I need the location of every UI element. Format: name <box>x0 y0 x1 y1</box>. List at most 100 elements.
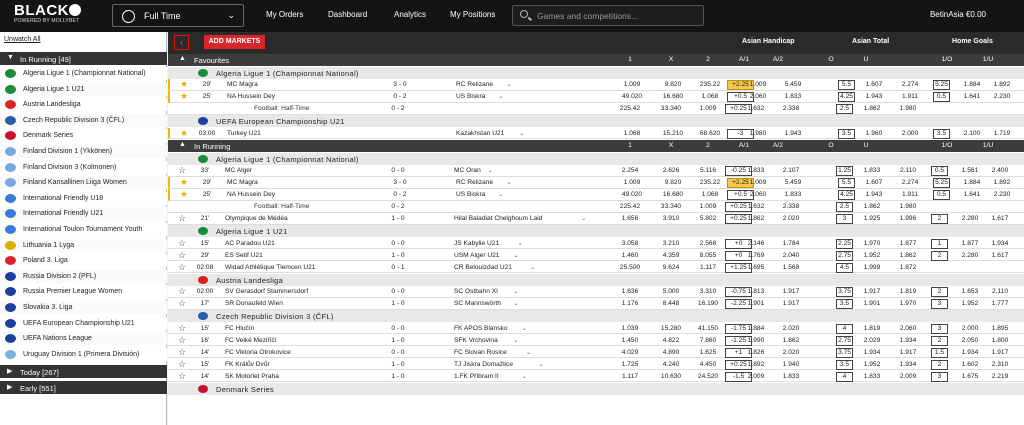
sidebar-item-league[interactable]: Algeria Ligue 1 (Championnat National) <box>0 67 167 81</box>
odds-under[interactable]: 1.934 <box>899 336 917 344</box>
odds-over[interactable]: 1.960 <box>865 129 883 137</box>
odds-home-under[interactable]: 1.892 <box>993 179 1011 186</box>
match-row[interactable]: ☆ 02:00 SV Gerasdorf Stammersdorf 0 - 0 SC O… <box>168 286 1024 298</box>
odds-home-under[interactable]: 1.719 <box>993 129 1011 137</box>
odds-ah-1[interactable]: 1.009 <box>749 81 767 88</box>
odds-2[interactable]: 68.620 <box>699 129 721 137</box>
odds-over[interactable]: 1.607 <box>865 81 883 88</box>
odds-1[interactable]: 4.029 <box>621 348 639 356</box>
odds-ah-2[interactable]: 2.020 <box>782 324 800 332</box>
odds-ah-2[interactable]: 1.917 <box>782 300 800 307</box>
odds-ah-2[interactable]: 2.020 <box>782 215 800 222</box>
match-row[interactable]: ☆ 15' AC Paradou U21 0 - 0 JS Kabylie U21 ⌄ 3.… <box>168 237 1024 250</box>
chevron-down-icon[interactable]: ⌄ <box>498 94 504 100</box>
odds-x[interactable]: 4.359 <box>662 251 680 259</box>
odds-2[interactable]: 1.625 <box>699 348 717 356</box>
odds-1[interactable]: 25.500 <box>619 263 641 271</box>
chevron-down-icon[interactable]: ⌄ <box>519 130 525 137</box>
odds-x[interactable]: 16.680 <box>662 93 684 100</box>
odds-x[interactable]: 2.626 <box>662 167 680 174</box>
match-row[interactable]: ☆ 14' FC Viktoria Otrokovice 0 - 0 FC Slovan… <box>168 346 1024 359</box>
odds-x[interactable]: 33.340 <box>660 203 682 210</box>
match-row[interactable]: ☆ 16' FC Velké Meziříčí 1 - 0 SFK Vrchovina ⌄… <box>168 334 1024 347</box>
odds-home-under[interactable]: 2.230 <box>993 191 1011 198</box>
sidebar-item-league[interactable]: Finland Division 1 (Ykkönen) <box>0 145 167 159</box>
sidebar-item-league[interactable]: Finland Kansallinen Liiga Women <box>0 176 167 190</box>
odds-ah-1[interactable]: 1.833 <box>747 167 765 174</box>
odds-over[interactable]: 1.952 <box>863 360 881 368</box>
odds-over[interactable]: 1.862 <box>863 105 881 112</box>
brand-logo[interactable]: BLACK POWERED BY MOLLYBET <box>14 3 86 25</box>
match-row[interactable]: ☆ 15' FK Králův Dvůr 1 - 0 TJ Jiskra Domažli… <box>168 358 1024 371</box>
odds-ah-2[interactable]: 1.917 <box>782 288 800 295</box>
match-row[interactable]: ☆ 17' SR Donaufeld Wien 1 - 0 SC Mannswörth ⌄… <box>168 298 1024 310</box>
star-outline-icon[interactable]: ☆ <box>178 286 187 296</box>
odds-home-over[interactable]: 1.602 <box>961 360 979 368</box>
chevron-down-icon[interactable]: ⌄ <box>517 240 523 247</box>
odds-ah-2[interactable]: 1.940 <box>782 360 800 368</box>
match-row[interactable]: ★ 29' MC Magra 3 - 0 RC Relizane ⌄ 1.009 9.820 2… <box>168 79 1024 91</box>
odds-2[interactable]: 235.22 <box>699 81 721 88</box>
odds-x[interactable]: 3.910 <box>662 215 680 222</box>
match-row[interactable]: Football: Half-Time 0 - 2 225.42 33.340 1.00… <box>168 201 1024 213</box>
odds-2[interactable]: 7.860 <box>699 336 717 344</box>
odds-home-under[interactable]: 2.310 <box>991 360 1009 368</box>
star-outline-icon[interactable]: ☆ <box>178 346 187 357</box>
account-balance[interactable]: BetinAsia €0.00 <box>929 10 986 19</box>
match-row[interactable]: ★ 03:00 Turkey U21 Kazakhstan U21 ⌄ 1.068 15.2… <box>168 127 1024 140</box>
match-row[interactable]: ☆ 33' MC Alger 0 - 0 MC Oran ⌄ 2.254 2.626 5.116… <box>168 165 1024 177</box>
sidebar-section-early[interactable]: ▶ Early [551] <box>0 381 167 394</box>
odds-over[interactable]: 1.917 <box>863 288 881 295</box>
star-filled-icon[interactable]: ★ <box>180 79 189 89</box>
sidebar-item-league[interactable]: Czech Republic Division 3 (ČFL) <box>0 113 167 128</box>
odds-1[interactable]: 1.176 <box>621 300 639 307</box>
chevron-down-icon[interactable]: ⌄ <box>513 301 519 307</box>
odds-under[interactable]: 1.872 <box>899 263 917 271</box>
sidebar-item-league[interactable]: Poland 3. Liga <box>0 254 167 268</box>
odds-home-under[interactable]: 2.230 <box>993 93 1011 100</box>
section-header-in-running[interactable]: ▲ In Running 1 X 2 A/1 A/2 O U 1/O 1/U <box>168 140 1024 152</box>
nav-analytics[interactable]: Analytics <box>394 10 427 19</box>
odds-ah-2[interactable]: 1.833 <box>782 372 800 380</box>
sidebar-item-league[interactable]: UEFA Nations League <box>0 332 167 346</box>
odds-home-over[interactable]: 1.561 <box>961 167 979 174</box>
odds-1[interactable]: 1.725 <box>621 360 639 368</box>
odds-under[interactable]: 1.996 <box>899 215 917 222</box>
odds-home-over[interactable]: 1.641 <box>963 93 981 100</box>
chevron-down-icon[interactable]: ⌄ <box>513 252 519 259</box>
odds-home-under[interactable]: 1.617 <box>991 251 1009 259</box>
odds-over[interactable]: 2.029 <box>863 336 881 344</box>
odds-x[interactable]: 4.240 <box>662 360 680 368</box>
odds-2[interactable]: 16.190 <box>697 300 719 307</box>
nav-my-orders[interactable]: My Orders <box>266 10 304 19</box>
sidebar-item-league[interactable]: Russia Division 2 (PFL) <box>0 269 167 284</box>
sidebar-item-league[interactable]: Lithuania 1 Lyga <box>0 238 167 252</box>
odds-1[interactable]: 225.42 <box>619 203 641 210</box>
league-header[interactable]: Denmark Series <box>168 382 1024 395</box>
odds-over[interactable]: 1.999 <box>863 263 881 271</box>
unwatch-all-link[interactable]: Unwatch All <box>4 36 41 43</box>
odds-x[interactable]: 9.820 <box>664 81 682 88</box>
odds-ah-2[interactable]: 1.833 <box>784 191 802 198</box>
chevron-down-icon[interactable]: ⌄ <box>498 192 504 198</box>
odds-under[interactable]: 2.000 <box>901 129 919 137</box>
odds-under[interactable]: 1.862 <box>899 251 917 259</box>
odds-ah-1[interactable]: 1.862 <box>747 215 765 222</box>
odds-under[interactable]: 1.934 <box>899 360 917 368</box>
odds-2[interactable]: 8.055 <box>699 251 717 259</box>
odds-under[interactable]: 2.060 <box>899 324 917 332</box>
odds-home-under[interactable]: 1.934 <box>991 239 1009 247</box>
chevron-down-icon[interactable]: ⌄ <box>506 180 512 186</box>
odds-ah-1[interactable]: 2.060 <box>749 191 767 198</box>
match-row[interactable]: ★ 25' NA Hussein Dey 0 - 2 US Biskra ⌄ 49.020 1… <box>168 91 1024 103</box>
odds-under[interactable]: 1.819 <box>899 288 917 295</box>
odds-x[interactable]: 15.280 <box>660 324 682 332</box>
add-markets-button[interactable]: ADD MARKETS <box>204 35 265 49</box>
sidebar-item-league[interactable]: International Friendly U21 <box>0 207 167 221</box>
odds-x[interactable]: 4.822 <box>662 336 680 344</box>
odds-home-over[interactable]: 1.641 <box>963 191 981 198</box>
match-row[interactable]: Football: Half-Time 0 - 2 225.42 33.340 1.00… <box>168 103 1024 115</box>
sport-selector[interactable]: Full Time ⌄ <box>112 4 244 27</box>
sidebar-item-league[interactable]: Denmark Series <box>0 129 167 143</box>
odds-ah-1[interactable]: 2.060 <box>749 93 767 100</box>
